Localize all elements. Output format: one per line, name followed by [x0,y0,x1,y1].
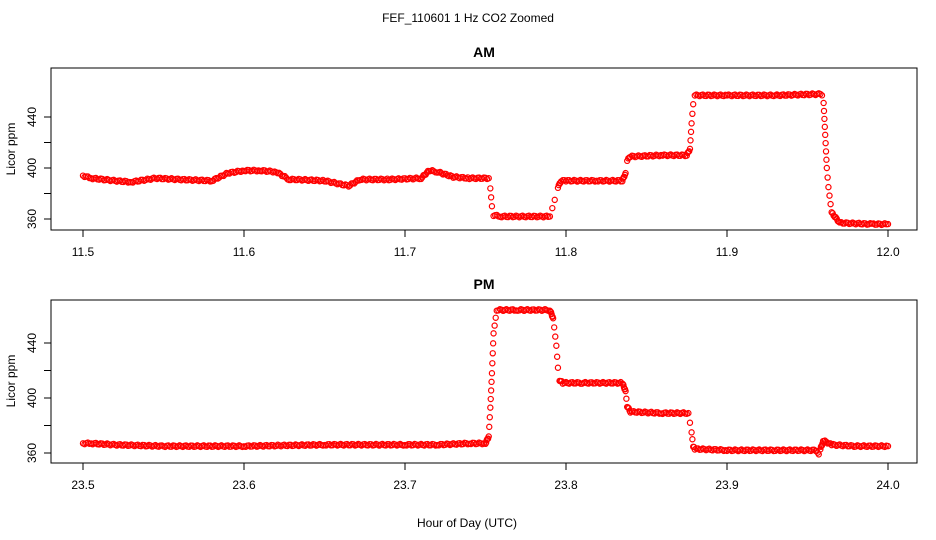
data-point [438,170,445,177]
x-tick-label: 11.6 [233,245,256,259]
data-point [820,107,828,115]
data-point [687,137,694,144]
y-tick-label: 440 [25,107,39,127]
data-point [488,203,496,210]
data-point [487,387,495,394]
x-axis-label: Hour of Day (UTC) [417,516,517,530]
x-tick-label: 11.9 [716,245,739,259]
data-point [487,194,495,201]
data-point [685,409,692,417]
data-point [550,324,558,331]
data-point [817,90,824,98]
data-point [826,192,833,199]
panel-am: AM Licor ppm 11.5 11.6 11.7 11.8 11.9 12.0 36… [4,44,918,259]
x-tick-label: 23.8 [554,478,578,492]
data-point [821,115,828,123]
panel-am-title: AM [473,44,495,60]
data-point [884,442,892,450]
data-point [488,378,495,386]
panel-pm-frame [50,299,918,464]
panel-am-frame [50,67,918,231]
panel-pm-points [79,306,892,458]
y-tick-label: 360 [25,209,39,229]
data-point [490,330,497,337]
x-tick-label: 24.0 [876,478,900,492]
data-point [487,395,494,403]
data-point [487,185,494,192]
x-tick-label: 23.5 [71,478,95,492]
y-tick-label: 360 [25,443,39,463]
data-point [549,315,557,322]
data-point [84,173,92,180]
y-tick-label: 400 [25,388,39,408]
data-point [622,169,629,177]
data-point [491,322,498,329]
data-point [622,387,629,395]
x-tick-label: 11.7 [394,245,417,259]
data-point [823,164,831,172]
data-point [686,419,694,426]
panel-am-points [79,90,892,229]
y-tick-label: 400 [25,158,39,178]
data-point [492,314,499,321]
data-point [688,429,695,436]
data-point [546,213,554,220]
data-point [489,350,496,357]
x-tick-label: 23.9 [715,478,739,492]
data-point [624,404,632,411]
data-point [485,433,492,440]
data-point [553,342,560,349]
data-point [820,99,827,107]
data-point [689,436,696,443]
data-point [822,148,830,155]
data-point [553,353,561,360]
panel-pm-x-axis: 23.5 23.6 23.7 23.8 23.9 24.0 [71,463,900,492]
x-tick-label: 12.0 [876,245,900,259]
data-point [824,174,831,181]
y-tick-label: 440 [25,333,39,353]
data-point [822,131,829,139]
x-tick-label: 23.6 [232,478,256,492]
data-point [689,101,697,108]
panel-am-y-axis: 360 400 440 [25,107,51,229]
data-point [489,340,497,347]
data-point [487,404,494,411]
data-point [688,120,695,127]
panel-am-x-axis: 11.5 11.6 11.7 11.8 11.9 12.0 [72,230,900,259]
figure-title: FEF_110601 1 Hz CO2 Zoomed [382,11,554,25]
data-point [485,174,492,182]
data-point [686,145,694,153]
data-point [486,423,493,431]
x-tick-label: 11.5 [72,245,95,259]
panel-pm: PM Licor ppm 23.5 23.6 23.7 23.8 23.9 24.0 36… [4,276,918,492]
data-point [822,139,829,147]
data-point [817,446,824,453]
panel-am-ylabel: Licor ppm [4,123,18,176]
data-point [827,200,834,208]
panel-pm-ylabel: Licor ppm [4,355,18,408]
data-point [552,333,559,340]
data-point [554,364,562,371]
data-point [549,204,556,212]
data-point [489,360,496,367]
data-point [551,196,558,204]
data-point [823,156,830,163]
data-point [488,370,496,377]
data-point [825,183,832,191]
x-tick-label: 23.7 [393,478,417,492]
data-point [884,220,892,228]
panel-pm-title: PM [474,276,495,292]
data-point [821,123,829,131]
data-point [687,128,695,136]
data-point [623,395,630,402]
panel-pm-y-axis: 360 400 440 [25,333,51,463]
data-point [486,414,493,421]
x-tick-label: 11.8 [555,245,578,259]
data-point [818,92,826,99]
data-point [689,110,696,118]
